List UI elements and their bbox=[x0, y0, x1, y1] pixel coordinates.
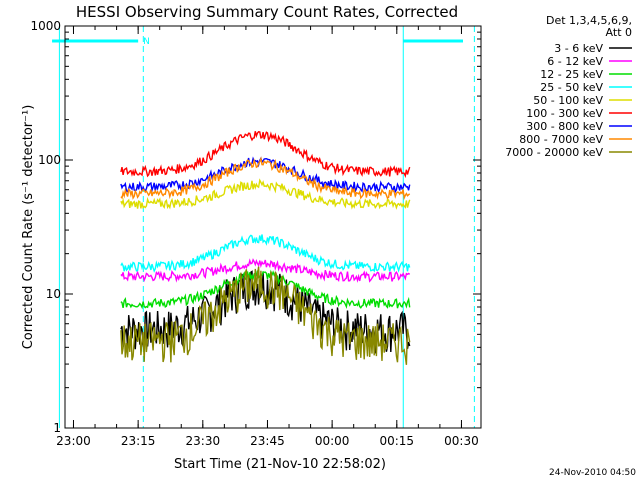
attenuator-marker: N bbox=[143, 37, 150, 47]
y-tick-label: 1 bbox=[53, 421, 61, 435]
legend-label: 25 - 50 keV bbox=[540, 81, 603, 94]
x-tick-label: 00:30 bbox=[444, 434, 479, 448]
series-line-25-50-kev bbox=[120, 234, 411, 273]
legend-label: 300 - 800 keV bbox=[526, 120, 603, 133]
x-tick-label: 00:15 bbox=[379, 434, 414, 448]
series-line-12-25-kev bbox=[120, 269, 411, 310]
legend-header-line: Det 1,3,4,5,6,9, bbox=[546, 14, 632, 27]
legend-label: 100 - 300 keV bbox=[526, 107, 603, 120]
legend-label: 800 - 7000 keV bbox=[519, 133, 603, 146]
legend-label: 50 - 100 keV bbox=[533, 94, 603, 107]
y-axis-label: Corrected Count Rate (s⁻¹ detector⁻¹) bbox=[21, 105, 36, 350]
series-line-100-300-kev bbox=[120, 131, 411, 179]
footer-timestamp: 24-Nov-2010 04:50 bbox=[549, 468, 636, 478]
y-tick-label: 1000 bbox=[30, 19, 61, 33]
series-line-7000-20000-kev bbox=[120, 266, 411, 365]
y-axis: 1 10 100 1000 bbox=[30, 19, 481, 435]
legend-label: 3 - 6 keV bbox=[554, 42, 603, 55]
x-axis-label: Start Time (21-Nov-10 22:58:02) bbox=[174, 457, 386, 472]
series-line-50-100-kev bbox=[120, 178, 411, 210]
legend-label: 12 - 25 keV bbox=[540, 68, 603, 81]
series-line-300-800-kev bbox=[120, 156, 411, 194]
y-tick-label: 10 bbox=[46, 287, 61, 301]
y-tick-label: 100 bbox=[38, 153, 61, 167]
plot-area: N bbox=[52, 26, 475, 428]
x-tick-label: 23:30 bbox=[186, 434, 221, 448]
series-line-6-12-kev bbox=[120, 258, 411, 283]
x-tick-label: 23:00 bbox=[56, 434, 91, 448]
x-tick-label: 00:00 bbox=[315, 434, 350, 448]
chart-title: HESSI Observing Summary Count Rates, Cor… bbox=[76, 3, 458, 21]
x-axis: 23:00 23:15 23:30 23:45 00:00 00:15 00:30 bbox=[56, 26, 479, 448]
x-tick-label: 23:15 bbox=[121, 434, 156, 448]
legend-label: 7000 - 20000 keV bbox=[505, 146, 603, 159]
series-line-800-7000-kev bbox=[120, 156, 411, 201]
x-tick-label: 23:45 bbox=[250, 434, 285, 448]
legend-header-line: Att 0 bbox=[606, 26, 632, 39]
legend-label: 6 - 12 keV bbox=[547, 55, 603, 68]
plot-frame bbox=[64, 25, 482, 429]
